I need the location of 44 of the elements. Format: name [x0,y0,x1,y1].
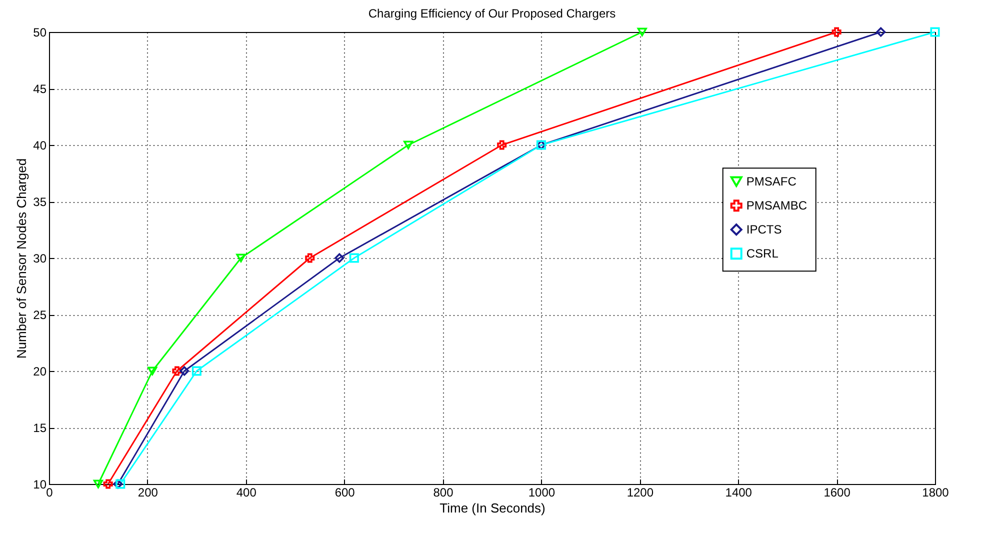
x-tick-label: 1000 [528,486,556,500]
y-axis-title: Number of Sensor Nodes Charged [14,158,30,359]
point [180,366,190,376]
point [930,27,940,37]
point [148,366,158,376]
y-tick-label: 25 [33,308,47,322]
point [637,28,647,36]
point [334,253,344,263]
point [497,140,507,150]
point [404,140,414,150]
x-tick-label: 1400 [725,486,752,500]
point [113,479,123,489]
chart-title: Charging Efficiency of Our Proposed Chargers [368,6,616,21]
point [832,27,842,37]
point [93,480,103,488]
y-tick-label: 10 [33,478,47,492]
point [236,254,246,262]
point [305,253,315,263]
x-tick-label: 400 [236,486,257,500]
point [192,366,202,376]
y-tick-label: 20 [33,364,47,378]
x-tick-label: 1800 [922,486,950,500]
point [876,27,886,37]
point [349,253,359,263]
x-axis-title: Time (In Seconds) [440,500,546,516]
x-tick-label: 800 [433,486,454,500]
y-tick-label: 50 [33,26,47,40]
x-tick-label: 1200 [626,486,654,500]
y-tick-label: 40 [33,138,47,152]
point [103,479,113,489]
y-tick-label: 15 [33,421,47,435]
x-tick-label: 0 [46,486,54,500]
legend-label: PMSAFC [746,174,797,189]
legend-label: CSRL [746,246,779,261]
y-tick-label: 45 [33,82,47,96]
x-tick-label: 600 [334,486,356,500]
legend-label: PMSAMBC [746,198,808,213]
point [116,479,126,489]
x-tick-label: 1600 [824,486,851,500]
x-tick-label: 200 [138,486,158,500]
y-tick-label: 35 [33,195,47,209]
point [172,366,182,376]
legend-label: IPCTS [746,222,782,237]
y-tick-label: 30 [33,252,47,266]
